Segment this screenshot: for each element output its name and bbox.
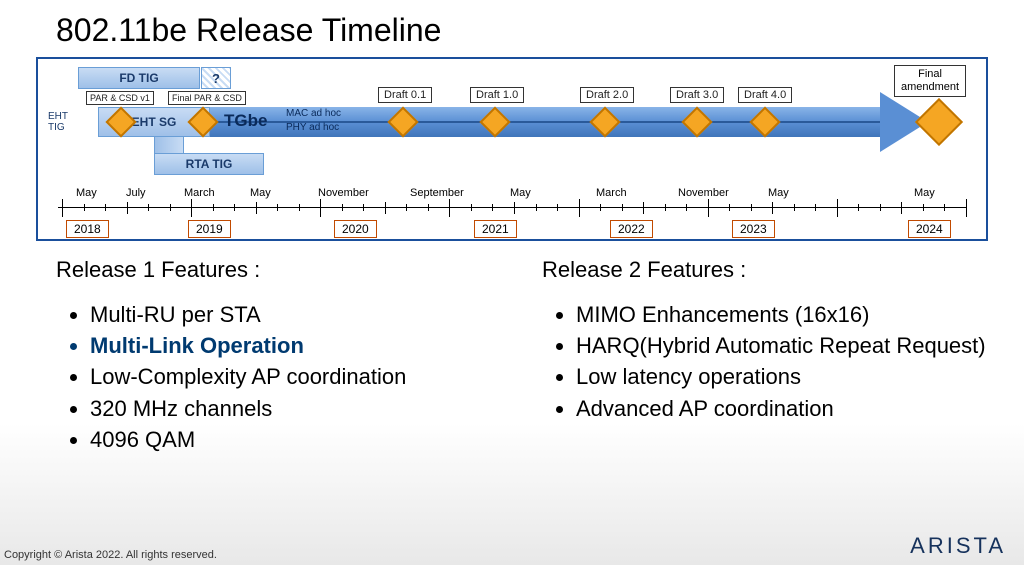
draft-label: Draft 3.0 [670,87,724,103]
mac-adhoc-label: MAC ad hoc [286,108,341,119]
release2-heading: Release 2 Features : [542,257,988,283]
tick-minor [428,204,429,211]
copyright-text: Copyright © Arista 2022. All rights rese… [4,549,217,561]
tick-minor [622,204,623,211]
par-csd-v1-label: PAR & CSD v1 [86,91,154,105]
ruler-line [58,207,966,208]
tick-minor [944,204,945,211]
tick-minor [277,204,278,211]
draft-label: Draft 0.1 [378,87,432,103]
tick-mid [256,202,257,214]
month-label: March [184,187,215,199]
month-label: November [318,187,369,199]
release1-list: Multi-RU per STAMulti-Link OperationLow-… [56,299,502,455]
tick-major [191,199,192,217]
year-label: 2020 [334,220,377,238]
release1-heading: Release 1 Features : [56,257,502,283]
tick-minor [880,204,881,211]
tick-minor [170,204,171,211]
release2-list: MIMO Enhancements (16x16)HARQ(Hybrid Aut… [542,299,988,424]
page-title: 802.11be Release Timeline [0,0,1024,49]
fd-tig-block: FD TIG [78,67,200,89]
year-label: 2024 [908,220,951,238]
tick-major [320,199,321,217]
final-par-csd-label: Final PAR & CSD [168,91,246,105]
tick-mid [127,202,128,214]
year-label: 2022 [610,220,653,238]
year-label: 2021 [474,220,517,238]
month-label: May [768,187,789,199]
tick-minor [342,204,343,211]
feature-item: 4096 QAM [90,424,502,455]
tick-major [708,199,709,217]
tick-minor [665,204,666,211]
phy-adhoc-label: PHY ad hoc [286,122,339,133]
tick-minor [213,204,214,211]
tick-mid [643,202,644,214]
month-label: May [510,187,531,199]
month-label: July [126,187,146,199]
tick-minor [492,204,493,211]
question-block: ? [201,67,231,89]
tick-minor [234,204,235,211]
month-label: March [596,187,627,199]
tick-mid [385,202,386,214]
tick-minor [794,204,795,211]
year-label: 2023 [732,220,775,238]
tick-minor [729,204,730,211]
tick-major [579,199,580,217]
year-label: 2018 [66,220,109,238]
month-label: November [678,187,729,199]
tick-minor [105,204,106,211]
tick-minor [536,204,537,211]
feature-item: MIMO Enhancements (16x16) [576,299,988,330]
tick-minor [751,204,752,211]
feature-item: Advanced AP coordination [576,393,988,424]
tick-minor [600,204,601,211]
features-section: Release 1 Features : Multi-RU per STAMul… [56,257,988,455]
tick-minor [858,204,859,211]
feature-item: HARQ(Hybrid Automatic Repeat Request) [576,330,988,361]
tick-major [966,199,967,217]
draft-label: Draft 1.0 [470,87,524,103]
tick-minor [557,204,558,211]
tgbe-label: TGbe [224,111,267,131]
year-label: 2019 [188,220,231,238]
tick-minor [363,204,364,211]
eht-tig-label: EHTTIG [48,111,68,133]
tick-major [449,199,450,217]
tick-minor [471,204,472,211]
tick-major [62,199,63,217]
arista-logo: ARISTA [910,533,1006,559]
month-label: May [914,187,935,199]
rta-tig-block: RTA TIG [154,153,264,175]
draft-label: Draft 2.0 [580,87,634,103]
tick-major [837,199,838,217]
tick-mid [772,202,773,214]
feature-item: Multi-Link Operation [90,330,502,361]
feature-item: Multi-RU per STA [90,299,502,330]
tick-minor [299,204,300,211]
tick-minor [148,204,149,211]
month-label: May [76,187,97,199]
draft-label: Draft 4.0 [738,87,792,103]
tick-minor [406,204,407,211]
timeline-diagram: FD TIG ? PAR & CSD v1 Final PAR & CSD EH… [36,57,988,241]
month-label: May [250,187,271,199]
final-amendment-label: Finalamendment [894,65,966,97]
feature-item: 320 MHz channels [90,393,502,424]
tick-minor [923,204,924,211]
tick-mid [514,202,515,214]
feature-item: Low-Complexity AP coordination [90,361,502,392]
tick-minor [686,204,687,211]
feature-item: Low latency operations [576,361,988,392]
month-label: September [410,187,464,199]
tick-mid [901,202,902,214]
tick-minor [815,204,816,211]
release1-column: Release 1 Features : Multi-RU per STAMul… [56,257,502,455]
tick-minor [84,204,85,211]
release2-column: Release 2 Features : MIMO Enhancements (… [542,257,988,455]
